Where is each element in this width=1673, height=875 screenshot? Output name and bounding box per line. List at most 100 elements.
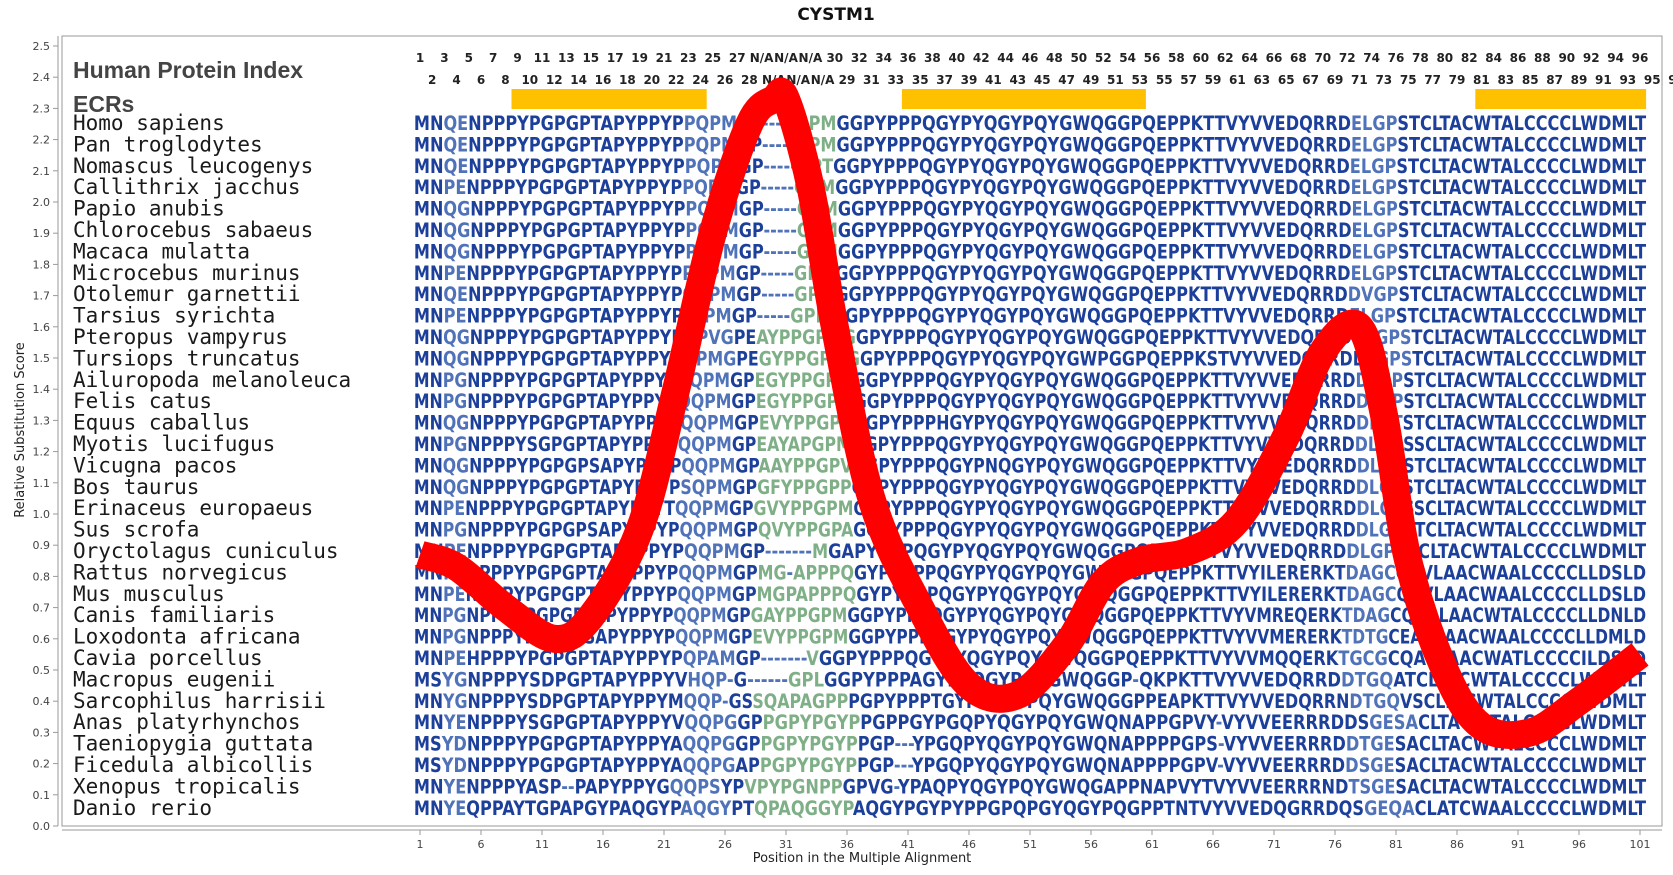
position-number-top: 88 bbox=[1534, 51, 1551, 65]
species-label: Homo sapiens bbox=[73, 111, 225, 135]
position-number-bottom: 29 bbox=[839, 73, 856, 87]
chart-title: CYSTM1 bbox=[797, 5, 874, 25]
y-tick-label: 0.1 bbox=[33, 789, 51, 802]
sequence-row: MNQENPPPYPGPGPTAPYPPYPPQPMGP-----GPMGGPY… bbox=[414, 112, 1647, 135]
species-label: Papio anubis bbox=[73, 197, 225, 221]
position-number-top: 38 bbox=[924, 51, 941, 65]
position-number-top: 46 bbox=[1022, 51, 1039, 65]
position-number-top: 11 bbox=[534, 51, 551, 65]
position-number-bottom: 33 bbox=[887, 73, 904, 87]
sequence-row: MNPGNPPPYSGPGPTAPYPPYPQQPMGPEAYAPGPMGGPY… bbox=[414, 433, 1647, 456]
sequence-row: MSYDNPPPYPGPGPTAPYPPYAQQPGGPPGPYPGYPPGP-… bbox=[414, 733, 1647, 756]
y-tick-label: 1.2 bbox=[33, 446, 51, 459]
position-number-top: 80 bbox=[1436, 51, 1453, 65]
position-number-top: N/A bbox=[799, 51, 823, 65]
ecr-bar bbox=[1475, 89, 1647, 109]
species-label: Oryctolagus cuniculus bbox=[73, 539, 339, 563]
x-tick-label: 81 bbox=[1389, 838, 1403, 851]
position-number-bottom: 10 bbox=[521, 73, 538, 87]
y-tick-label: 1.6 bbox=[33, 321, 51, 334]
x-tick-label: 16 bbox=[596, 838, 610, 851]
species-label: Equus caballus bbox=[73, 411, 250, 435]
y-tick-label: 2.3 bbox=[33, 102, 51, 115]
sequence-row: MNQGNPPPYPGPGPTAPYPPYPQPVGPEAYPPGPMGGPYP… bbox=[414, 326, 1647, 349]
species-label: Chlorocebus sabaeus bbox=[73, 218, 313, 242]
x-tick-label: 26 bbox=[718, 838, 732, 851]
position-number-bottom: 8 bbox=[501, 73, 509, 87]
x-tick-label: 91 bbox=[1511, 838, 1525, 851]
position-number-bottom: 89 bbox=[1571, 73, 1588, 87]
position-number-bottom: 93 bbox=[1619, 73, 1636, 87]
position-number-top: 42 bbox=[973, 51, 990, 65]
position-number-top: 70 bbox=[1314, 51, 1331, 65]
species-label: Nomascus leucogenys bbox=[73, 154, 313, 178]
sequence-row: MNQGNPPPYPGPGPTAPYPPYPPQPMGP-----GPMGGPY… bbox=[414, 198, 1647, 221]
species-label: Pan troglodytes bbox=[73, 132, 263, 156]
position-number-top: 74 bbox=[1363, 51, 1380, 65]
position-number-bottom: 16 bbox=[595, 73, 612, 87]
position-number-top: 5 bbox=[465, 51, 473, 65]
x-tick-label: 6 bbox=[478, 838, 485, 851]
position-number-bottom: 14 bbox=[570, 73, 587, 87]
species-label: Erinaceus europaeus bbox=[73, 496, 313, 520]
x-tick-label: 56 bbox=[1084, 838, 1098, 851]
y-tick-label: 2.1 bbox=[33, 165, 51, 178]
position-number-top: 19 bbox=[631, 51, 648, 65]
species-label: Danio rerio bbox=[73, 796, 212, 820]
sequence-row: MNQENPPPYPGPGPTAPYPPYPQAPMGP-----GPMGGPY… bbox=[414, 283, 1647, 306]
position-number-bottom: 55 bbox=[1156, 73, 1173, 87]
species-label: Canis familiaris bbox=[73, 603, 275, 627]
position-number-top: 60 bbox=[1192, 51, 1209, 65]
position-number-top: 82 bbox=[1461, 51, 1478, 65]
position-number-top: 3 bbox=[440, 51, 448, 65]
x-tick-label: 36 bbox=[840, 838, 854, 851]
species-label: Microcebus murinus bbox=[73, 261, 301, 285]
sequence-row: MNYENPPPYSGPGPTAPYPPYVQQPGGPPGPYPGYPPGPP… bbox=[414, 711, 1647, 734]
position-number-bottom: 85 bbox=[1522, 73, 1539, 87]
position-number-top: 34 bbox=[875, 51, 892, 65]
position-number-top: 36 bbox=[900, 51, 917, 65]
y-tick-label: 0.0 bbox=[33, 820, 51, 833]
position-number-top: 58 bbox=[1168, 51, 1185, 65]
y-tick-label: 2.0 bbox=[33, 196, 51, 209]
species-label: Tursiops truncatus bbox=[73, 346, 301, 370]
position-number-bottom: 37 bbox=[936, 73, 953, 87]
x-tick-label: 96 bbox=[1572, 838, 1586, 851]
position-number-bottom: 57 bbox=[1180, 73, 1197, 87]
species-label: Callithrix jacchus bbox=[73, 175, 301, 199]
y-tick-label: 1.5 bbox=[33, 352, 51, 365]
sequence-row: MNQGNPPPYPGPGPTAPYPPYPSQPMGPGFYPPGPPGGPY… bbox=[414, 476, 1647, 499]
position-number-bottom: 81 bbox=[1473, 73, 1490, 87]
y-tick-label: 0.5 bbox=[33, 664, 51, 677]
position-number-bottom: 20 bbox=[643, 73, 660, 87]
position-number-top: 23 bbox=[680, 51, 697, 65]
position-number-top: 78 bbox=[1412, 51, 1429, 65]
position-number-top: N/A bbox=[774, 51, 798, 65]
y-tick-label: 1.3 bbox=[33, 414, 51, 427]
species-label: Mus musculus bbox=[73, 582, 225, 606]
position-number-top: 44 bbox=[997, 51, 1014, 65]
species-label: Sarcophilus harrisii bbox=[73, 689, 326, 713]
position-number-bottom: 6 bbox=[477, 73, 485, 87]
x-tick-label: 51 bbox=[1023, 838, 1037, 851]
position-number-bottom: 65 bbox=[1278, 73, 1295, 87]
sequence-row: MNQGNPPPYPGPGPTAPYPPYPPQPMGP-----GPMGGPY… bbox=[414, 219, 1647, 242]
position-number-bottom: 97 bbox=[1668, 73, 1673, 87]
position-number-top: 86 bbox=[1510, 51, 1527, 65]
y-tick-label: 0.7 bbox=[33, 602, 51, 615]
species-label: Cavia porcellus bbox=[73, 646, 263, 670]
position-number-bottom: 43 bbox=[1009, 73, 1026, 87]
species-label: Sus scrofa bbox=[73, 518, 199, 542]
position-number-top: 68 bbox=[1290, 51, 1307, 65]
sequence-row: MNPENPPPYPGPGPTAPYPPYPPQPMGP-----GPMGGPY… bbox=[414, 262, 1647, 285]
position-number-top: 92 bbox=[1583, 51, 1600, 65]
position-number-bottom: 47 bbox=[1058, 73, 1075, 87]
y-tick-label: 1.8 bbox=[33, 258, 51, 271]
position-number-top: 90 bbox=[1558, 51, 1575, 65]
y-tick-label: 1.9 bbox=[33, 227, 51, 240]
species-label: Vicugna pacos bbox=[73, 453, 237, 477]
position-number-bottom: 4 bbox=[452, 73, 460, 87]
y-tick-label: 2.2 bbox=[33, 134, 51, 147]
position-number-top: 54 bbox=[1119, 51, 1136, 65]
